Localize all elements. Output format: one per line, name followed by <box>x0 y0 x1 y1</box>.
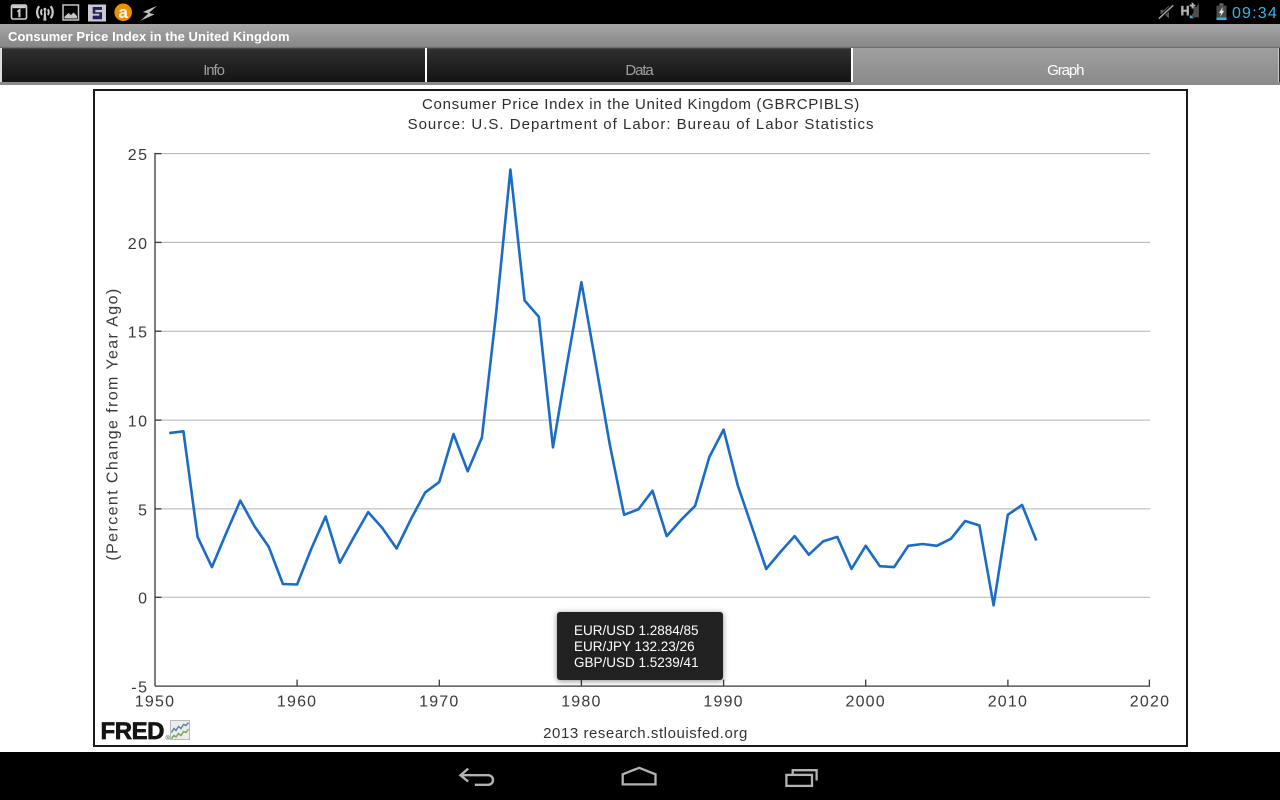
svg-text:1990: 1990 <box>703 694 743 711</box>
svg-text:2000: 2000 <box>845 694 885 711</box>
svg-text:1980: 1980 <box>561 694 601 711</box>
svg-text:Consumer Price Index in the Un: Consumer Price Index in the United Kingd… <box>422 96 860 113</box>
svg-text:a: a <box>118 3 128 22</box>
svg-text:1970: 1970 <box>419 694 459 711</box>
svg-text:2010: 2010 <box>988 694 1028 711</box>
svg-text:1960: 1960 <box>277 694 317 711</box>
svg-text:FRED: FRED <box>101 718 165 745</box>
svg-text:1950: 1950 <box>135 694 175 711</box>
svg-text:25: 25 <box>128 147 149 164</box>
svg-text:®: ® <box>166 735 171 742</box>
svg-text:-5: -5 <box>131 680 148 697</box>
svg-text:(Percent Change from Year Ago): (Percent Change from Year Ago) <box>105 287 122 560</box>
svg-text:2013 research.stlouisfed.org: 2013 research.stlouisfed.org <box>543 725 748 742</box>
svg-text:0: 0 <box>138 591 148 608</box>
svg-text:2020: 2020 <box>1130 694 1170 711</box>
svg-text:10: 10 <box>128 414 149 431</box>
svg-text:15: 15 <box>128 325 149 342</box>
svg-text:Source: U.S. Department of Lab: Source: U.S. Department of Labor: Bureau… <box>408 116 875 133</box>
svg-text:09:34: 09:34 <box>1232 5 1278 22</box>
svg-text:5: 5 <box>138 502 148 519</box>
svg-text:20: 20 <box>128 236 149 253</box>
